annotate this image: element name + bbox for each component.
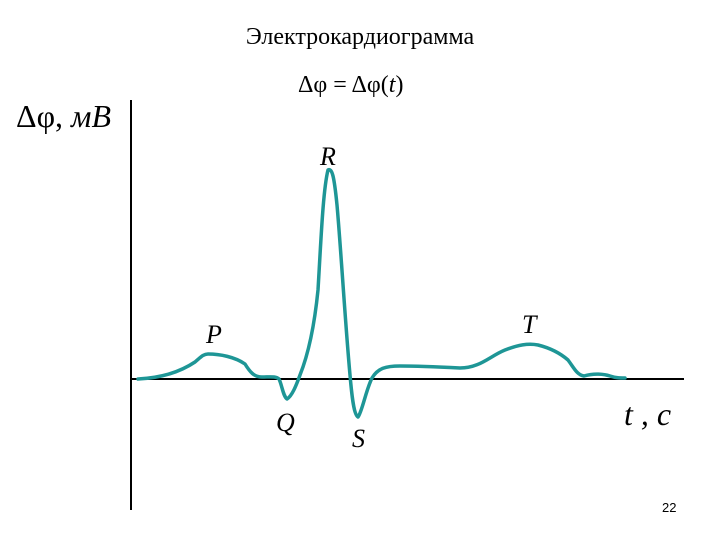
ecg-curve bbox=[136, 167, 627, 419]
y-axis-symbol: Δφ, bbox=[16, 98, 72, 134]
page-number: 22 bbox=[662, 500, 677, 515]
formula: Δφ = Δφ(t) bbox=[298, 72, 403, 99]
wave-label-q: Q bbox=[276, 408, 295, 437]
y-axis-unit: мВ bbox=[71, 98, 112, 134]
formula-variable: t bbox=[388, 72, 396, 98]
wave-label-p: P bbox=[206, 320, 222, 349]
formula-lhs: Δφ = Δφ( bbox=[298, 72, 389, 98]
x-axis-label: t , c bbox=[624, 396, 672, 432]
formula-rhs: ) bbox=[395, 72, 404, 98]
wave-label-t: T bbox=[522, 310, 537, 339]
wave-label-r: R bbox=[320, 142, 336, 171]
slide-title: Электрокардиограмма bbox=[245, 24, 475, 50]
y-axis-label: Δφ, мВ bbox=[16, 98, 111, 135]
wave-label-s: S bbox=[352, 424, 365, 453]
